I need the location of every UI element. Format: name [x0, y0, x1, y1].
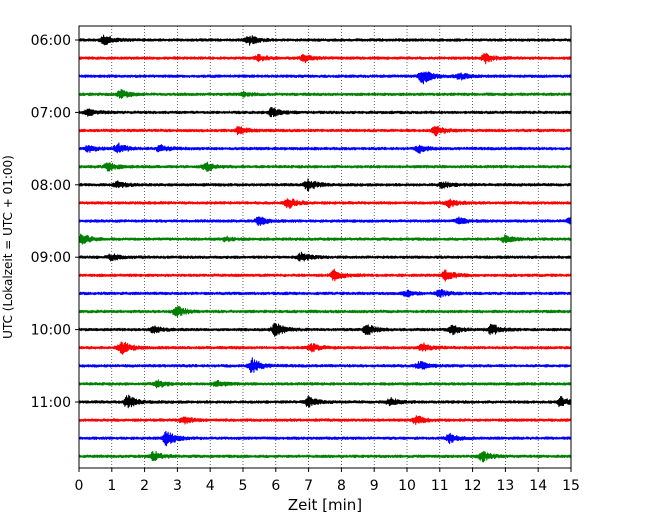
x-tick-label-10: 10	[398, 478, 416, 494]
x-tick-label-14: 14	[529, 478, 547, 494]
x-tick-label-9: 9	[370, 478, 379, 494]
trace-0800	[78, 178, 572, 192]
trace-1000	[78, 322, 572, 337]
trace-1045	[78, 379, 572, 389]
trace-0715	[78, 125, 572, 137]
x-tick-label-2: 2	[140, 478, 149, 494]
y-axis-label: UTC (Lokalzeit = UTC + 01:00)	[1, 155, 15, 339]
plot-background	[79, 26, 571, 468]
trace-0945	[78, 305, 572, 318]
trace-0630	[78, 71, 572, 85]
y-tick-label-3: 09:00	[31, 250, 71, 266]
trace-1030	[78, 357, 572, 373]
trace-1100	[78, 394, 572, 409]
x-tick-label-8: 8	[337, 478, 346, 494]
trace-0915	[78, 268, 572, 282]
plot-frame	[78, 25, 572, 469]
y-tick-label-2: 08:00	[31, 178, 71, 194]
x-tick-label-11: 11	[431, 478, 449, 494]
trace-1015	[78, 341, 572, 355]
x-tick-label-1: 1	[107, 478, 116, 494]
trace-0830	[78, 216, 572, 226]
trace-0600	[78, 34, 572, 46]
x-tick-label-7: 7	[304, 478, 313, 494]
x-axis-label: Zeit [min]	[288, 496, 362, 514]
trace-0845	[78, 233, 572, 245]
x-axis-ticks: 0 1 2 3 4 5 6 7 8 9 10 11 12 13 14 15	[75, 468, 580, 494]
trace-0815	[78, 198, 572, 210]
trace-1130	[78, 430, 572, 447]
trace-0930	[78, 288, 572, 299]
trace-0645	[78, 89, 572, 99]
seismic-traces	[78, 34, 572, 463]
trace-1145	[78, 450, 572, 463]
trace-0745	[78, 161, 572, 172]
trace-1115	[78, 415, 572, 426]
y-tick-label-4: 10:00	[31, 323, 71, 339]
x-tick-label-3: 3	[173, 478, 182, 494]
y-axis-ticks: 06:00 07:00 08:00 09:00 10:00 11:00	[31, 33, 79, 411]
trace-0700	[78, 106, 572, 118]
y-tick-label-5: 11:00	[31, 395, 71, 411]
x-tick-label-15: 15	[562, 478, 580, 494]
trace-0900	[78, 251, 572, 262]
y-tick-label-0: 06:00	[31, 33, 71, 49]
x-tick-label-5: 5	[239, 478, 248, 494]
y-tick-label-1: 07:00	[31, 105, 71, 121]
x-tick-label-13: 13	[496, 478, 514, 494]
trace-0730	[78, 142, 572, 154]
x-tick-label-4: 4	[206, 478, 215, 494]
trace-0615	[78, 52, 572, 65]
x-tick-label-6: 6	[271, 478, 280, 494]
x-tick-label-12: 12	[464, 478, 482, 494]
x-tick-label-0: 0	[75, 478, 84, 494]
